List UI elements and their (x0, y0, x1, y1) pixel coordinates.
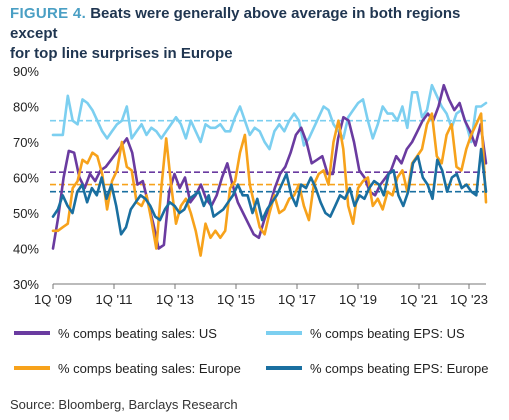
y-tick-label: 60% (13, 171, 39, 186)
x-tick-label: 1Q '11 (96, 292, 133, 307)
y-tick-label: 50% (13, 206, 39, 221)
y-tick-label: 30% (13, 277, 39, 292)
x-tick-label: 1Q '17 (278, 292, 316, 307)
x-tick-label: 1Q '13 (156, 292, 194, 307)
x-axis: 1Q '09 1Q '11 1Q '13 1Q '15 1Q '17 1Q '19 1Q '… (34, 283, 488, 307)
legend-label: % comps beating sales: US (58, 326, 217, 341)
x-tick-label: 1Q '23 (450, 292, 488, 307)
y-axis-ticks: 90% 80% 70% 60% 50% 40% 30% (13, 64, 39, 292)
legend-label: % comps beating EPS: Europe (310, 361, 489, 376)
x-tick-label: 1Q '15 (217, 292, 255, 307)
y-tick-label: 80% (13, 100, 39, 115)
x-tick-label: 1Q '21 (400, 292, 438, 307)
series-line (51, 83, 488, 151)
y-tick-label: 70% (13, 135, 39, 150)
y-tick-label: 40% (13, 242, 39, 257)
legend-label: % comps beating EPS: US (310, 326, 465, 341)
chart-title: FIGURE 4. Beats were generally above ave… (10, 4, 505, 64)
figure-label: FIGURE 4. (10, 5, 87, 22)
x-tick-label: 1Q '09 (34, 292, 72, 307)
title-line-2: for top line surprises in Europe (10, 45, 233, 62)
source-note: Source: Bloomberg, Barclays Research (10, 397, 238, 412)
legend-label: % comps beating sales: Europe (58, 361, 241, 376)
legend: % comps beating sales: US % comps beating… (14, 326, 489, 376)
series-lines (51, 83, 488, 257)
x-tick-label: 1Q '19 (339, 292, 377, 307)
y-tick-label: 90% (13, 64, 39, 79)
title-line-1: Beats were generally above average in bo… (10, 5, 461, 42)
series-line (51, 147, 488, 236)
